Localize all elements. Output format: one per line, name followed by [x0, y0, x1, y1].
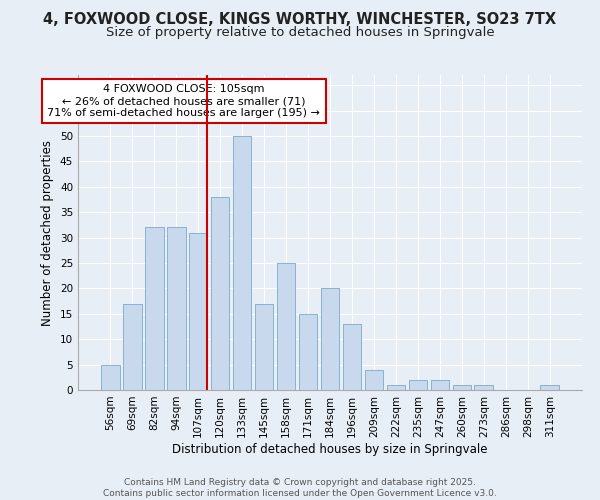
Text: 4 FOXWOOD CLOSE: 105sqm
← 26% of detached houses are smaller (71)
71% of semi-de: 4 FOXWOOD CLOSE: 105sqm ← 26% of detache… — [47, 84, 320, 117]
Bar — [101, 364, 119, 390]
X-axis label: Distribution of detached houses by size in Springvale: Distribution of detached houses by size … — [172, 442, 488, 456]
Bar — [211, 197, 229, 390]
Bar — [452, 385, 471, 390]
Bar — [431, 380, 449, 390]
Text: 4, FOXWOOD CLOSE, KINGS WORTHY, WINCHESTER, SO23 7TX: 4, FOXWOOD CLOSE, KINGS WORTHY, WINCHEST… — [43, 12, 557, 28]
Bar — [475, 385, 493, 390]
Y-axis label: Number of detached properties: Number of detached properties — [41, 140, 55, 326]
Bar — [233, 136, 251, 390]
Bar — [255, 304, 274, 390]
Bar — [167, 228, 185, 390]
Text: Contains HM Land Registry data © Crown copyright and database right 2025.
Contai: Contains HM Land Registry data © Crown c… — [103, 478, 497, 498]
Bar — [320, 288, 340, 390]
Bar — [365, 370, 383, 390]
Bar — [145, 228, 164, 390]
Bar — [189, 232, 208, 390]
Bar — [386, 385, 405, 390]
Text: Size of property relative to detached houses in Springvale: Size of property relative to detached ho… — [106, 26, 494, 39]
Bar — [343, 324, 361, 390]
Bar — [277, 263, 295, 390]
Bar — [541, 385, 559, 390]
Bar — [123, 304, 142, 390]
Bar — [299, 314, 317, 390]
Bar — [409, 380, 427, 390]
